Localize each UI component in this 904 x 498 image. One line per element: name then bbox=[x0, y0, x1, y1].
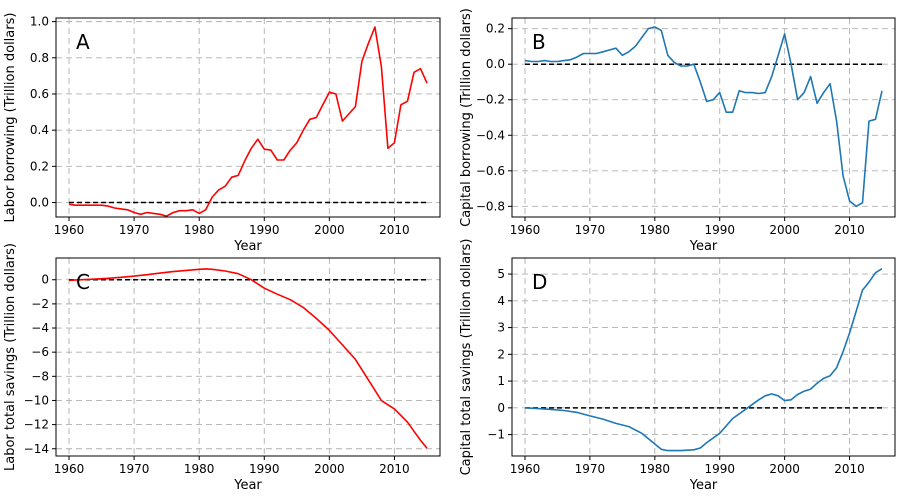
y-tick-label: −0.4 bbox=[476, 128, 505, 142]
x-tick-label: 2010 bbox=[834, 223, 865, 237]
y-tick-label: 1.0 bbox=[30, 15, 49, 29]
y-tick-label: −14 bbox=[24, 442, 49, 456]
x-tick-label: 1980 bbox=[184, 462, 215, 476]
axes-frame bbox=[511, 17, 896, 218]
y-tick-label: 0.0 bbox=[486, 57, 505, 71]
x-tick-label: 1980 bbox=[640, 462, 671, 476]
y-tick-label: −0.6 bbox=[476, 164, 505, 178]
x-tick-label: 2010 bbox=[379, 462, 410, 476]
y-tick-label: −10 bbox=[24, 393, 49, 407]
y-tick-label: 1 bbox=[497, 374, 505, 388]
y-tick-label: 0.2 bbox=[486, 22, 505, 36]
y-tick-label: −8 bbox=[31, 369, 49, 383]
y-tick-label: 3 bbox=[497, 321, 505, 335]
y-tick-label: −0.8 bbox=[476, 199, 505, 213]
y-tick-label: −2 bbox=[31, 297, 49, 311]
y-axis-label: Labor total savings (Trillion dollars) bbox=[3, 243, 18, 471]
y-tick-label: 0 bbox=[41, 273, 49, 287]
x-tick-label: 2010 bbox=[379, 223, 410, 237]
x-tick-label: 1990 bbox=[704, 462, 735, 476]
panel-letter: B bbox=[532, 30, 546, 54]
x-tick-label: 1960 bbox=[54, 462, 85, 476]
y-tick-label: 0.8 bbox=[30, 51, 49, 65]
x-tick-label: 2000 bbox=[769, 223, 800, 237]
axes-frame bbox=[55, 257, 441, 457]
x-tick-label: 1970 bbox=[575, 223, 606, 237]
x-tick-label: 1970 bbox=[575, 462, 606, 476]
panel-d: 1960 1970 1980 1990 2000 2010 −1 0 1 2 3 4 5 D Year Cap… bbox=[459, 239, 896, 493]
x-axis-label: Year bbox=[689, 478, 718, 493]
x-tick-label: 1970 bbox=[119, 223, 150, 237]
x-tick-label: 2010 bbox=[834, 462, 865, 476]
x-tick-label: 1960 bbox=[510, 223, 541, 237]
x-axis-label: Year bbox=[233, 239, 262, 254]
y-tick-label: 2 bbox=[497, 347, 505, 361]
x-tick-label: 2000 bbox=[769, 462, 800, 476]
y-tick-label: 0.0 bbox=[30, 196, 49, 210]
axes-frame bbox=[511, 257, 896, 457]
x-tick-label: 1970 bbox=[119, 462, 150, 476]
series-line bbox=[68, 26, 428, 217]
y-tick-label: −12 bbox=[24, 418, 49, 432]
x-axis-label: Year bbox=[689, 239, 718, 254]
y-axis-label: Labor borrowing (Trillion dollars) bbox=[3, 13, 18, 223]
series-line bbox=[524, 26, 883, 208]
y-axis-label: Capital borrowing (Trillion dollars) bbox=[459, 8, 474, 227]
panel-letter: C bbox=[76, 270, 90, 294]
y-tick-label: −4 bbox=[31, 321, 49, 335]
x-tick-label: 2000 bbox=[314, 462, 345, 476]
y-tick-label: 0.6 bbox=[30, 87, 49, 101]
y-tick-label: 0.4 bbox=[30, 123, 49, 137]
x-tick-label: 2000 bbox=[314, 223, 345, 237]
axes-frame bbox=[55, 17, 441, 218]
y-tick-label: 0 bbox=[497, 401, 505, 415]
series-line bbox=[68, 268, 428, 449]
y-tick-label: 0.2 bbox=[30, 159, 49, 173]
y-tick-label: 5 bbox=[497, 267, 505, 281]
y-tick-label: −0.2 bbox=[476, 93, 505, 107]
x-axis-label: Year bbox=[233, 478, 262, 493]
x-tick-label: 1990 bbox=[704, 223, 735, 237]
x-tick-label: 1960 bbox=[510, 462, 541, 476]
series-line bbox=[524, 268, 883, 452]
x-tick-label: 1990 bbox=[249, 223, 280, 237]
panel-letter: A bbox=[76, 30, 90, 54]
panel-a: 1960 1970 1980 1990 2000 2010 0.0 0.2 0.4 0.6 0.8 1… bbox=[3, 13, 441, 254]
y-tick-label: 4 bbox=[497, 294, 505, 308]
x-tick-label: 1960 bbox=[54, 223, 85, 237]
x-tick-label: 1980 bbox=[184, 223, 215, 237]
y-tick-label: −1 bbox=[487, 428, 505, 442]
y-tick-label: −6 bbox=[31, 345, 49, 359]
x-tick-label: 1990 bbox=[249, 462, 280, 476]
panel-b: 1960 1970 1980 1990 2000 2010 −0.8 −0.6 −0.4 −0.2… bbox=[459, 8, 896, 254]
panel-letter: D bbox=[532, 270, 547, 294]
panel-c: 1960 1970 1980 1990 2000 2010 −14 −12 −10 −8 −6 −4 −… bbox=[3, 243, 441, 493]
y-axis-label: Capital total savings (Trillion dollars) bbox=[459, 239, 474, 476]
x-tick-label: 1980 bbox=[640, 223, 671, 237]
